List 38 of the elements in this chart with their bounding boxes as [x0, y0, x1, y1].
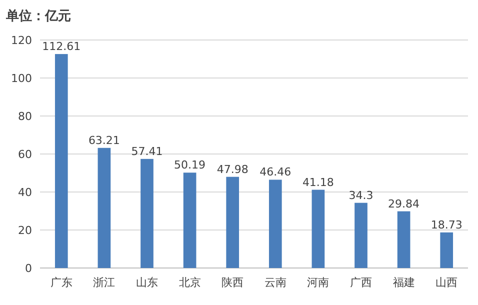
bar: [226, 176, 240, 268]
x-tick-label: 云南: [264, 276, 286, 289]
y-tick-label: 80: [18, 110, 32, 123]
bar: [440, 232, 454, 268]
x-tick-label: 河南: [307, 276, 330, 289]
x-tick-label: 广西: [350, 276, 372, 289]
bar: [312, 190, 325, 268]
bar: [140, 158, 154, 268]
chart-title: 单位：亿元: [5, 8, 71, 24]
data-label: 112.61: [42, 40, 81, 54]
bar: [397, 211, 410, 268]
x-tick-label: 山西: [436, 276, 458, 289]
data-label: 34.3: [348, 188, 374, 202]
y-tick-label: 20: [18, 224, 32, 237]
x-tick-label: 福建: [392, 276, 415, 289]
x-tick-label: 北京: [178, 276, 201, 289]
y-tick-label: 60: [18, 148, 32, 161]
x-tick-label: 浙江: [93, 276, 116, 289]
bar: [354, 202, 368, 268]
data-label: 41.18: [302, 176, 334, 189]
y-tick-label: 40: [18, 186, 32, 199]
bar: [54, 54, 68, 268]
data-label: 29.84: [388, 197, 420, 210]
x-tick-label: 陕西: [222, 276, 244, 289]
y-tick-label: 120: [11, 34, 32, 47]
x-tick-label: 广东: [50, 276, 72, 289]
y-tick-label: 0: [25, 262, 32, 275]
data-label: 47.98: [216, 162, 248, 176]
bar: [268, 180, 282, 268]
bar: [98, 148, 111, 268]
y-tick-label: 100: [11, 72, 32, 85]
x-tick-label: 山东: [136, 276, 158, 289]
data-label: 50.19: [174, 158, 206, 172]
data-label: 46.46: [260, 166, 292, 179]
data-label: 57.41: [131, 144, 163, 158]
bar: [183, 172, 196, 268]
data-label: 18.73: [430, 218, 462, 232]
data-label: 63.21: [88, 134, 120, 147]
